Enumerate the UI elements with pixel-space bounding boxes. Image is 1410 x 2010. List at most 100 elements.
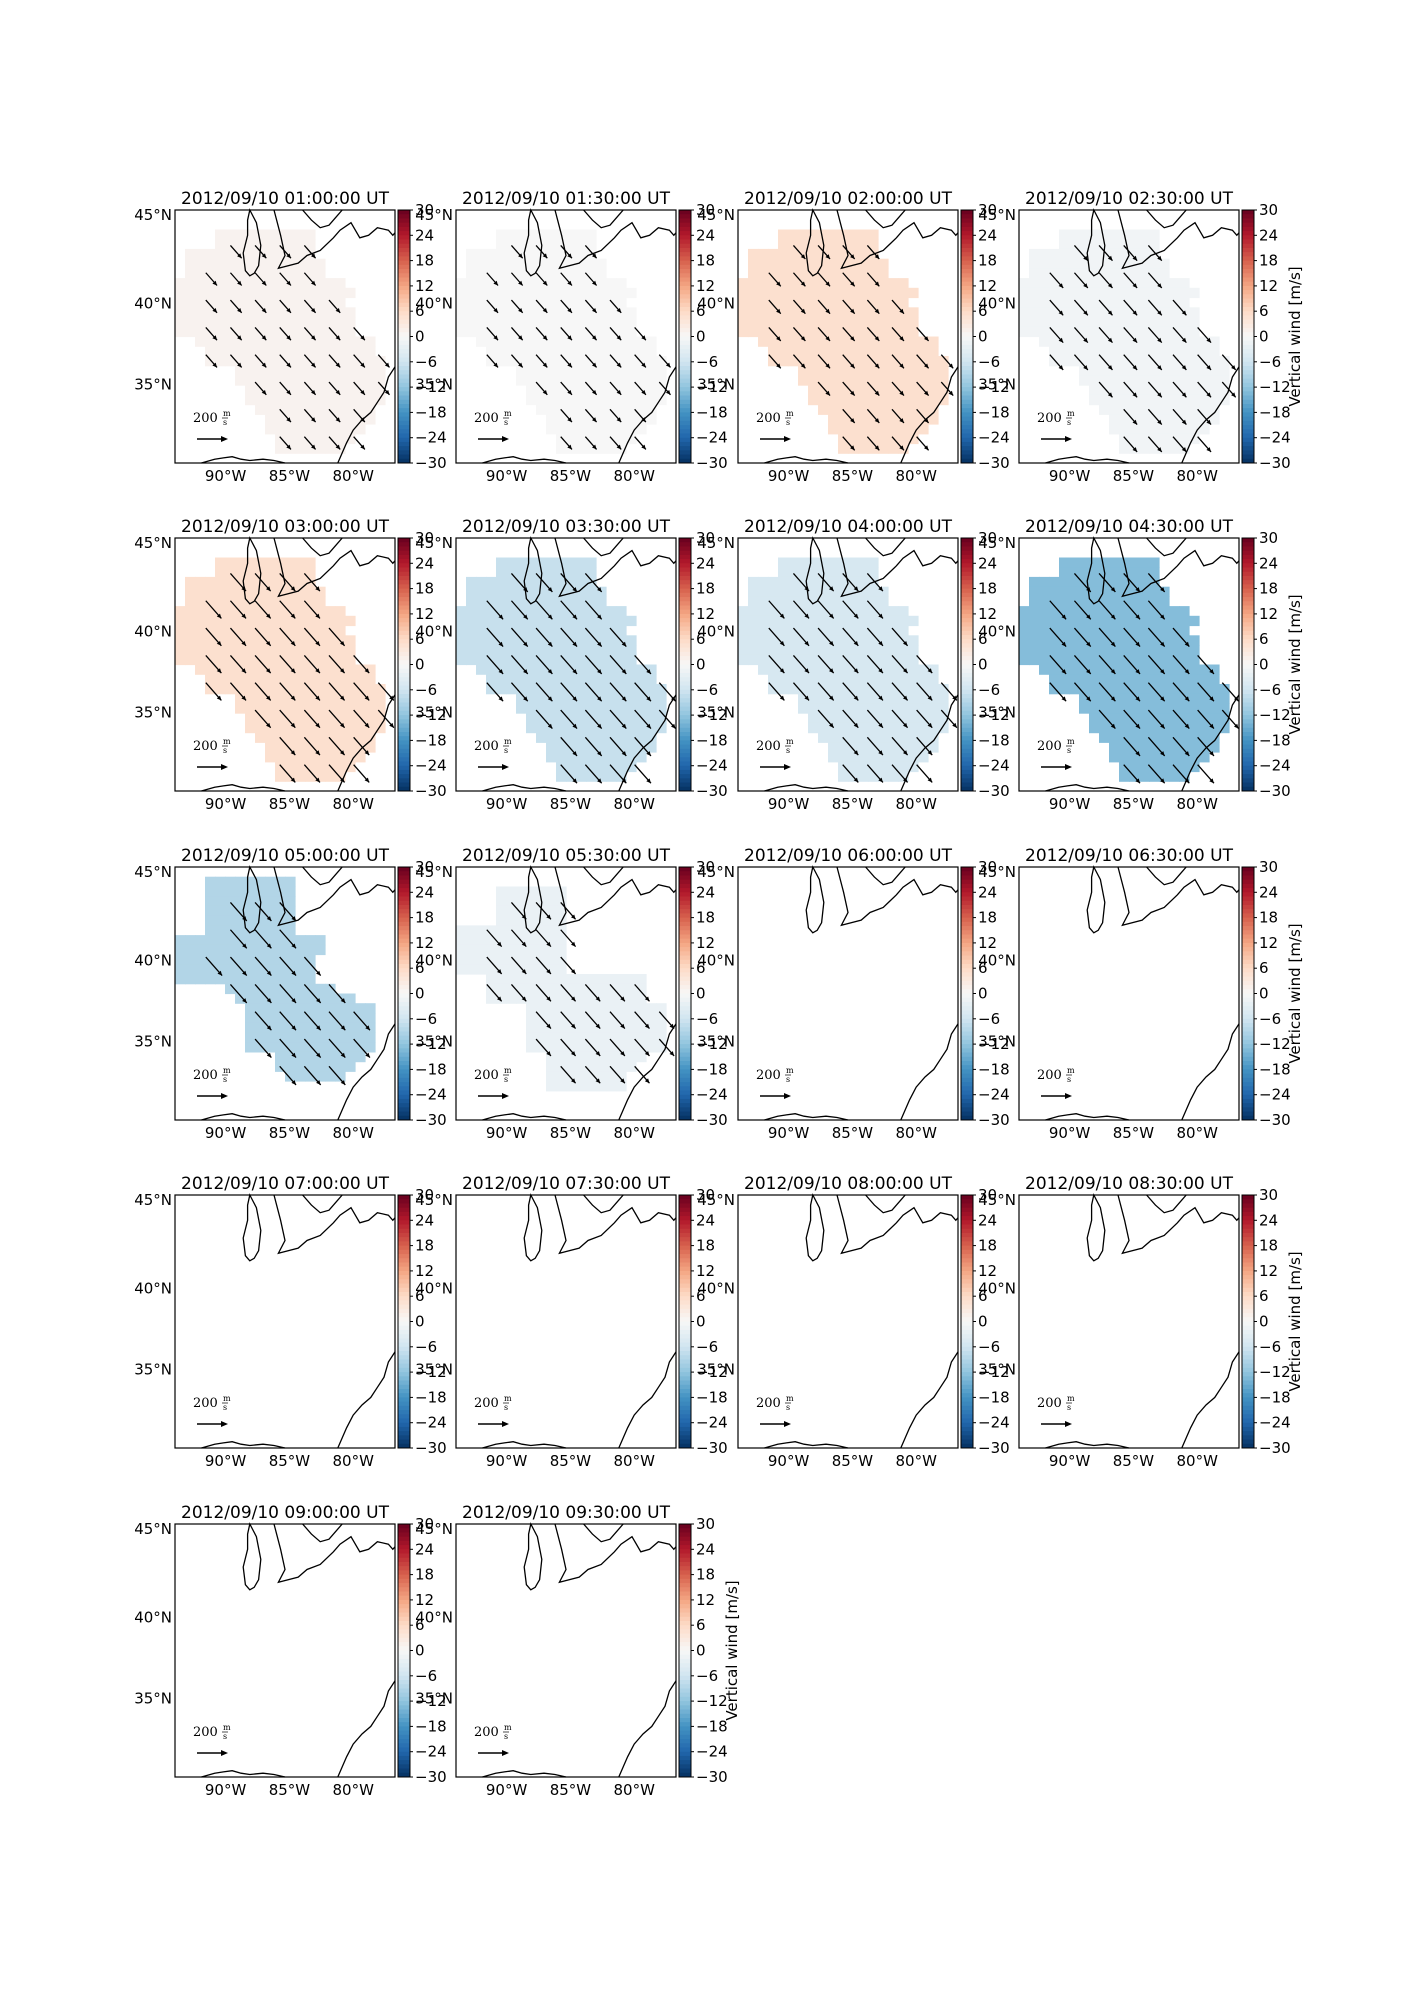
heat-cell bbox=[758, 307, 769, 318]
heat-cell bbox=[285, 915, 296, 926]
heat-cell bbox=[888, 654, 899, 666]
heat-cell bbox=[1149, 557, 1160, 568]
coastline bbox=[273, 537, 396, 598]
heat-cell bbox=[1089, 258, 1100, 269]
heat-cell bbox=[768, 586, 779, 597]
heat-cell bbox=[888, 443, 899, 454]
heat-cell bbox=[818, 625, 829, 636]
wind-arrowhead bbox=[1184, 778, 1190, 784]
quiver-key-unit-den: s bbox=[223, 746, 227, 755]
heat-cell bbox=[275, 654, 286, 666]
colorbar-segment bbox=[1242, 252, 1254, 257]
heat-cell bbox=[878, 394, 889, 406]
heat-cell bbox=[295, 635, 306, 646]
heat-cell bbox=[526, 375, 537, 386]
lat-tick-label: 40°N bbox=[415, 295, 453, 313]
heat-cell bbox=[546, 935, 557, 946]
heat-cell bbox=[245, 684, 256, 695]
heat-cell bbox=[526, 346, 537, 357]
colorbar-segment bbox=[1242, 340, 1254, 346]
heat-cell bbox=[828, 375, 839, 386]
heat-cell bbox=[1119, 742, 1130, 753]
quiver-key-unit-den: s bbox=[504, 746, 508, 755]
heat-cell bbox=[1049, 346, 1060, 357]
heat-cell bbox=[355, 394, 366, 406]
heat-cell bbox=[305, 752, 316, 763]
heat-cell bbox=[516, 944, 527, 956]
heat-cell bbox=[576, 1081, 587, 1092]
colorbar-segment bbox=[1242, 744, 1254, 750]
panel-title: 2012/09/10 05:00:00 UT bbox=[181, 846, 390, 866]
wind-arrowhead bbox=[360, 417, 365, 423]
heat-cell bbox=[1219, 356, 1230, 367]
heat-cell bbox=[275, 761, 286, 773]
heat-cell bbox=[1169, 742, 1180, 753]
heat-cell bbox=[1139, 635, 1150, 646]
heat-cell bbox=[1169, 693, 1180, 704]
colorbar-segment bbox=[398, 1035, 410, 1041]
heat-cell bbox=[566, 703, 577, 714]
heat-cell bbox=[506, 317, 517, 328]
colorbar-segment bbox=[961, 740, 973, 746]
heat-cell bbox=[1089, 722, 1100, 734]
colorbar-tick-label: 0 bbox=[415, 328, 425, 346]
heat-cell bbox=[1169, 443, 1180, 454]
heat-cell bbox=[1139, 703, 1150, 714]
heat-cell bbox=[466, 268, 477, 279]
heat-cell bbox=[918, 394, 929, 406]
heat-cell bbox=[245, 664, 256, 675]
heat-cell bbox=[576, 674, 587, 685]
colorbar-segment bbox=[1242, 618, 1254, 623]
heat-cell bbox=[868, 635, 879, 646]
heat-cell bbox=[506, 287, 517, 299]
heat-cell bbox=[918, 722, 929, 734]
wind-arrowhead bbox=[212, 308, 217, 313]
heat-cell bbox=[596, 307, 607, 318]
heat-cell bbox=[838, 722, 849, 734]
heat-cell bbox=[556, 983, 567, 995]
heat-cell bbox=[1179, 713, 1190, 724]
heat-cell bbox=[838, 278, 849, 289]
heat-cell bbox=[225, 239, 236, 250]
heat-cell bbox=[586, 278, 597, 289]
colorbar-segment bbox=[1242, 786, 1254, 792]
heat-cell bbox=[1079, 365, 1090, 376]
wind-arrowhead bbox=[360, 335, 365, 341]
heat-cell bbox=[1169, 625, 1180, 636]
colorbar-segment bbox=[679, 1048, 691, 1054]
heat-cell bbox=[556, 761, 567, 773]
colorbar-segment bbox=[679, 740, 691, 746]
heat-cell bbox=[1069, 586, 1080, 597]
heat-cell bbox=[748, 635, 759, 646]
colorbar-segment bbox=[398, 425, 410, 430]
heat-cell bbox=[1139, 567, 1150, 578]
colorbar-segment bbox=[398, 441, 410, 447]
wind-arrowhead bbox=[360, 444, 365, 450]
heat-cell bbox=[295, 297, 306, 308]
colorbar-tick-label: 30 bbox=[978, 201, 997, 219]
wind-arrowhead bbox=[518, 335, 523, 341]
heat-cell bbox=[476, 326, 487, 338]
heat-cell bbox=[626, 326, 637, 338]
heat-cell bbox=[1119, 346, 1130, 357]
colorbar-segment bbox=[1242, 710, 1254, 716]
heat-cell bbox=[295, 586, 306, 597]
wind-arrowhead bbox=[903, 722, 908, 728]
heat-cell bbox=[626, 993, 637, 1004]
heat-cell bbox=[546, 635, 557, 646]
heat-cell bbox=[1109, 684, 1120, 695]
heat-cell bbox=[888, 346, 899, 357]
heat-cell bbox=[486, 993, 497, 1004]
colorbar-tick-label: −30 bbox=[696, 782, 728, 800]
heat-cell bbox=[878, 307, 889, 318]
wind-arrowhead bbox=[266, 916, 272, 921]
heat-cell bbox=[506, 674, 517, 685]
wind-arrowhead bbox=[1132, 310, 1138, 316]
heat-cell bbox=[1149, 615, 1160, 627]
colorbar-segment bbox=[398, 361, 410, 367]
heat-cell bbox=[576, 404, 587, 415]
heat-cell bbox=[1109, 596, 1120, 607]
colorbar-segment bbox=[398, 357, 410, 363]
wind-arrowhead bbox=[1181, 337, 1187, 343]
lon-tick-label: 85°W bbox=[1113, 467, 1155, 485]
